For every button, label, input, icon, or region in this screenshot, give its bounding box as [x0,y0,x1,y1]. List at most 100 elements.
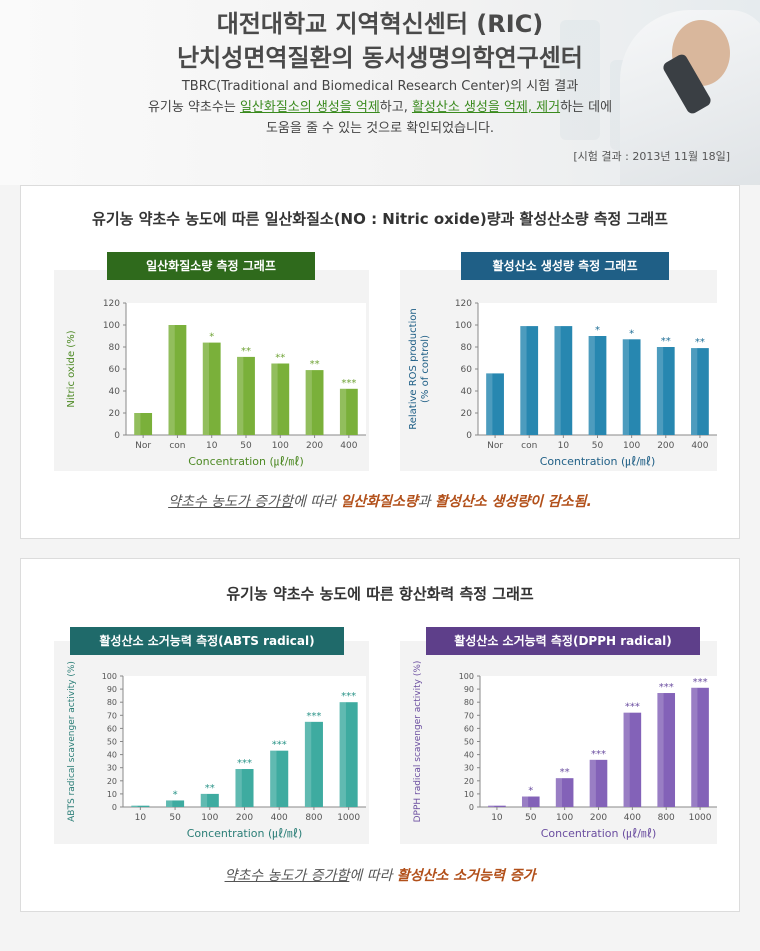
bar [304,721,323,807]
y-tick-label: 80 [109,343,121,353]
bar [237,356,255,435]
desc-line1: TBRC(Traditional and Biomedical Research… [181,79,579,94]
significance-mark: *** [341,691,356,702]
y-tick-label: 80 [107,698,117,707]
y-tick-label: 120 [455,299,472,309]
bar-highlight [691,687,698,807]
bar-highlight [168,325,175,435]
y-tick-label: 0 [466,431,472,441]
bar-highlight [202,342,210,435]
chart-abts: 0 10 20 30 40 50 60 70 80 90 100 10 50 * 100 ** 200 *** 40… [67,661,366,840]
x-tick-label: 400 [340,441,357,451]
significance-mark: *** [591,749,606,760]
chart-tab-ros: 활성산소 생성량 측정 그래프 [461,252,669,280]
x-tick-label: 10 [135,813,147,823]
bar-highlight [339,388,347,435]
page-title-line1: 대전대학교 지역혁신센터 (RIC) [216,10,544,38]
x-tick-label: 200 [306,441,323,451]
x-tick-label: 200 [590,813,607,823]
x-tick-label: 800 [305,813,322,823]
bar [339,702,358,807]
y-tick-label: 0 [114,431,120,441]
section-title: 유기농 약초수 농도에 따른 항산화력 측정 그래프 [226,585,534,603]
section-antioxidant: 유기농 약초수 농도에 따른 항산화력 측정 그래프 0 10 20 30 40 50 60… [20,558,740,912]
bar [131,805,150,807]
bar-highlight [305,370,312,435]
x-tick-label: 100 [556,813,573,823]
note-highlight: 활성산소 소거능력 증가 [396,868,536,884]
x-tick-label: 100 [272,441,289,451]
x-tick-label: 1000 [337,813,360,823]
significance-mark: ** [695,337,705,348]
y-tick-label: 50 [464,738,474,747]
bar [521,796,540,807]
significance-mark: *** [625,702,640,713]
section-title: 유기농 약초수 농도에 따른 일산화질소(NO : Nitric oxide)량… [92,210,668,228]
bar [656,347,675,435]
y-tick-label: 100 [102,672,117,681]
x-tick-label: 200 [657,441,674,451]
chart-box-ros: 0 20 40 60 80 100 120 Nor con 10 50 * 100 * 200 ** 400 **… [400,270,717,471]
y-tick-label: 20 [107,777,117,786]
note-highlight: 일산화질소량 [340,494,418,510]
bar-highlight [488,805,495,807]
significance-mark: * [629,328,634,339]
significance-mark: * [595,325,600,336]
significance-mark: *** [306,711,321,722]
x-tick-label: 800 [658,813,675,823]
bar-highlight [521,796,529,807]
x-tick-label: 50 [169,813,181,823]
y-tick-label: 60 [464,724,474,733]
test-date: [시험 결과 : 2013년 11월 18일] [573,150,730,163]
desc-highlight-no: 일산화질소의 생성을 억제 [239,100,380,115]
bar [588,336,607,435]
chart-tab-dpph: 활성산소 소거능력 측정(DPPH radical) [426,627,700,655]
bar [589,759,608,807]
note-text: 과 [417,494,436,510]
chart-ros: 0 20 40 60 80 100 120 Nor con 10 50 * 100 * 200 ** 400 **… [408,299,717,468]
y-tick-label: 100 [103,321,120,331]
y-tick-label: 120 [103,299,120,309]
y-tick-label: 100 [459,672,474,681]
bar [200,793,219,807]
y-tick-label: 80 [464,698,474,707]
chart-no: 0 20 40 60 80 100 120 Nor con 10 * 50 ** 100 ** 200 ** 40… [66,299,366,468]
significance-mark: ** [205,783,215,794]
bar-highlight [520,326,527,435]
note-text: 에 따라 [349,868,397,884]
bar [166,800,185,807]
bar-highlight [131,805,138,807]
bar-highlight [339,702,346,807]
significance-mark: ** [310,359,320,370]
y-tick-label: 60 [107,724,117,733]
y-tick-label: 40 [461,387,473,397]
section-note: 약초수 농도가 증가함에 따라 활성산소 소거능력 증가 [21,865,739,885]
y-tick-label: 20 [109,409,121,419]
chart-box-abts: 0 10 20 30 40 50 60 70 80 90 100 10 50 * 100 ** 200 *** 40… [54,641,369,844]
bar [691,348,709,435]
significance-mark: * [528,786,533,797]
bar [202,342,221,435]
header-banner: 대전대학교 지역혁신센터 (RIC) 난치성면역질환의 동서생명의학연구센터 T… [0,0,760,185]
x-tick-label: 100 [201,813,218,823]
significance-mark: ** [560,767,570,778]
x-tick-label: Nor [135,441,151,451]
bar-highlight [588,336,595,435]
bar [486,373,504,435]
x-tick-label: 10 [206,441,218,451]
bar [554,326,573,435]
y-axis-label: ABTS radical scavenger activity (%) [67,661,77,822]
bar-highlight [622,339,629,435]
x-tick-label: 50 [525,813,537,823]
y-tick-label: 40 [109,387,121,397]
significance-mark: ** [661,336,671,347]
x-tick-label: 10 [558,441,570,451]
y-tick-label: 100 [455,321,472,331]
bar-highlight [657,693,664,807]
x-tick-label: con [521,441,537,451]
chart-tab-no: 일산화질소량 측정 그래프 [107,252,315,280]
bar-highlight [200,793,208,807]
bar [657,693,676,807]
note-text: 약초수 농도가 증가함 [224,868,350,884]
bar-highlight [304,721,312,807]
